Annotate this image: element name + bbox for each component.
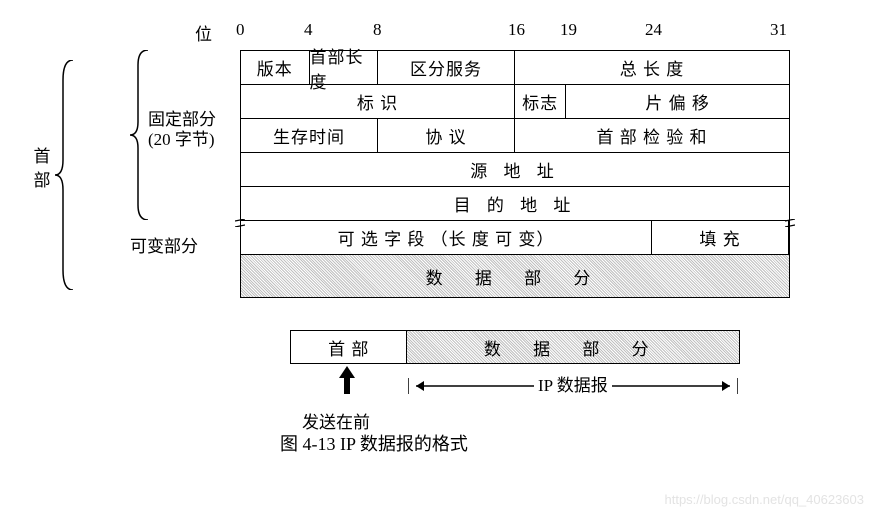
bit-19: 19	[560, 20, 577, 40]
cell-padding: 填 充	[652, 221, 789, 254]
cell-total-length: 总 长 度	[515, 51, 789, 84]
header-side-label: 首部	[32, 145, 52, 193]
table-row: 生存时间 协 议 首 部 检 验 和	[241, 119, 789, 153]
table-row: 标 识 标志 片 偏 移	[241, 85, 789, 119]
break-mark-right	[785, 219, 795, 227]
variable-part-label: 可变部分	[130, 237, 220, 257]
cell-flags: 标志	[515, 85, 566, 118]
cell-identification: 标 识	[241, 85, 515, 118]
brace-inner	[130, 50, 150, 220]
table-row: 版本 首部长度 区分服务 总 长 度	[241, 51, 789, 85]
cell-protocol: 协 议	[378, 119, 515, 152]
bit-caption: 位	[195, 20, 212, 45]
figure-caption: 图 4-13 IP 数据报的格式	[280, 430, 468, 456]
cell-ttl: 生存时间	[241, 119, 378, 152]
bit-24: 24	[645, 20, 662, 40]
table-row: 目 的 地 址	[241, 187, 789, 221]
bit-16: 16	[508, 20, 525, 40]
cell-version: 版本	[241, 51, 310, 84]
bottom-bar: 首 部 数 据 部 分	[290, 330, 740, 364]
bit-4: 4	[304, 20, 313, 40]
fixed-line2: (20 字节)	[148, 130, 228, 150]
brace-outer	[55, 60, 75, 290]
bit-8: 8	[373, 20, 382, 40]
table-row: 数 据 部 分	[241, 255, 789, 297]
bit-0: 0	[236, 20, 245, 40]
bottom-header-cell: 首 部	[291, 331, 407, 363]
table-row: 可 选 字 段 （长 度 可 变） 填 充	[241, 221, 789, 255]
bit-31: 31	[770, 20, 787, 40]
cell-checksum: 首 部 检 验 和	[515, 119, 789, 152]
cell-data-part: 数 据 部 分	[241, 255, 789, 297]
header-text: 首部	[32, 145, 52, 193]
cell-dest-addr: 目 的 地 址	[241, 187, 789, 220]
fixed-part-label: 固定部分 (20 字节)	[148, 110, 228, 151]
break-mark-left	[235, 219, 245, 227]
table-row: 源 地 址	[241, 153, 789, 187]
arrow-up-icon	[335, 366, 359, 396]
cell-fragment-offset: 片 偏 移	[566, 85, 789, 118]
cell-tos: 区分服务	[378, 51, 515, 84]
cell-ihl: 首部长度	[310, 51, 379, 84]
arrow-section: IP 数据报 发送在前	[290, 368, 740, 404]
header-table: 版本 首部长度 区分服务 总 长 度 标 识 标志 片 偏 移 生存时间 协 议…	[240, 50, 790, 298]
cell-options: 可 选 字 段 （长 度 可 变）	[241, 221, 652, 254]
fixed-line1: 固定部分	[148, 110, 228, 130]
bottom-data-cell: 数 据 部 分	[407, 331, 739, 363]
watermark: https://blog.csdn.net/qq_40623603	[665, 492, 865, 507]
bottom-diagram: 首 部 数 据 部 分 IP 数据报 发送在前	[290, 330, 750, 404]
cell-source-addr: 源 地 址	[241, 153, 789, 186]
ip-datagram-label: IP 数据报	[534, 371, 612, 396]
